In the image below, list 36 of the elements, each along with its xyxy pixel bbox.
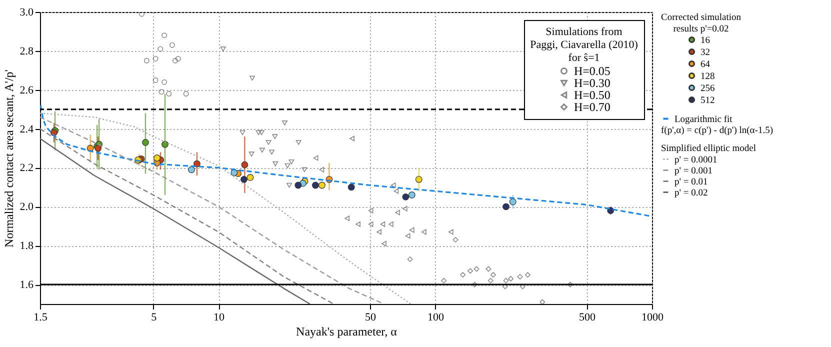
legend-label: p' = 0.02 — [674, 188, 708, 198]
legend-label: p' = 0.0001 — [674, 155, 718, 166]
legend-label: H=0.05 — [574, 64, 610, 78]
x-tick-label: 5 — [151, 312, 158, 324]
legend-label: p' = 0.01 — [674, 177, 708, 188]
y-tick-label: 2.2 — [20, 162, 34, 174]
text: Corrected simulation results p'=0.02 — [661, 13, 742, 34]
legend-label: H=0.70 — [574, 100, 610, 114]
x-tick-label: 1.5 — [34, 312, 48, 324]
y-tick-label: 2.6 — [20, 84, 34, 96]
legend-label: 128 — [700, 72, 715, 82]
legend-title: Simulations from Paggi, Ciavarella (2010) for ŝ=1 — [530, 26, 638, 64]
legend-label: 16 — [700, 36, 710, 46]
y-tick-label: 2.4 — [20, 123, 34, 136]
x-tick-label: 100 — [428, 312, 445, 324]
legend-label: 64 — [700, 60, 710, 70]
legend-label: Logarithmic fit — [674, 114, 733, 125]
legend-label: H=0.50 — [574, 88, 610, 102]
x-tick-label: 10 — [214, 312, 226, 324]
x-tick-label: 50 — [365, 312, 377, 324]
y-axis-title: Normalized contact area secant, A'/p' — [2, 70, 16, 248]
x-tick-label: 500 — [579, 312, 596, 324]
x-tick-label: 1000 — [642, 312, 664, 324]
text: f(p',α) = c(p') - d(p') ln(α-1.5) — [661, 126, 773, 136]
y-tick-label: 3.0 — [20, 6, 34, 18]
y-tick-label: 2.8 — [20, 45, 34, 58]
legend-label: 512 — [700, 96, 715, 106]
y-tick-label: 1.6 — [20, 279, 34, 292]
y-tick-label: 2.0 — [20, 201, 34, 214]
legend-label: 32 — [700, 48, 710, 58]
legend-label: H=0.30 — [574, 76, 610, 90]
x-axis-title: Nayak's parameter, α — [296, 324, 398, 338]
legend-label: p' = 0.001 — [674, 166, 713, 176]
y-tick-label: 1.8 — [20, 240, 34, 252]
text: Simplified elliptic model — [661, 144, 756, 154]
legend-label: 256 — [700, 84, 715, 94]
